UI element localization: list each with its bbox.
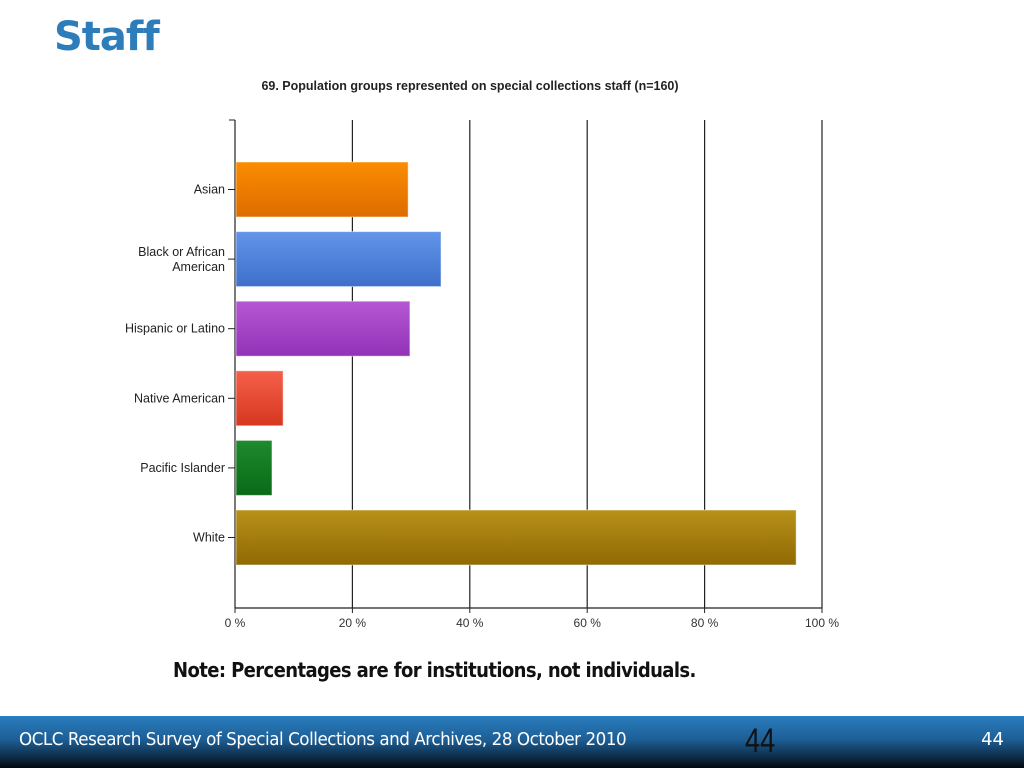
x-tick-label: 60 % xyxy=(574,616,602,630)
footer-big-number: 44 xyxy=(745,722,776,760)
x-tick-label: 20 % xyxy=(339,616,367,630)
category-label: Native American xyxy=(134,391,225,405)
bar-chart: 69. Population groups represented on spe… xyxy=(125,79,839,630)
category-label: Asian xyxy=(194,183,225,197)
bar xyxy=(235,300,411,357)
x-tick-label: 80 % xyxy=(691,616,719,630)
x-tick-label: 0 % xyxy=(225,616,246,630)
bar xyxy=(235,509,797,566)
footer-text: OCLC Research Survey of Special Collecti… xyxy=(19,729,627,750)
category-label: White xyxy=(193,531,225,545)
bar xyxy=(235,231,442,288)
category-label: Black or African American xyxy=(138,245,225,274)
bar xyxy=(235,439,273,496)
footer-bar: OCLC Research Survey of Special Collecti… xyxy=(0,716,1024,768)
slide-title: Staff xyxy=(54,14,160,60)
bar xyxy=(235,161,409,218)
x-tick-label: 40 % xyxy=(456,616,484,630)
chart-title: 69. Population groups represented on spe… xyxy=(261,79,678,93)
category-label: Hispanic or Latino xyxy=(125,322,225,336)
x-tick-label: 100 % xyxy=(805,616,839,630)
chart-note: Note: Percentages are for institutions, … xyxy=(173,658,696,682)
page-number: 44 xyxy=(981,729,1004,750)
category-label: Pacific Islander xyxy=(140,461,225,475)
bar xyxy=(235,370,284,427)
